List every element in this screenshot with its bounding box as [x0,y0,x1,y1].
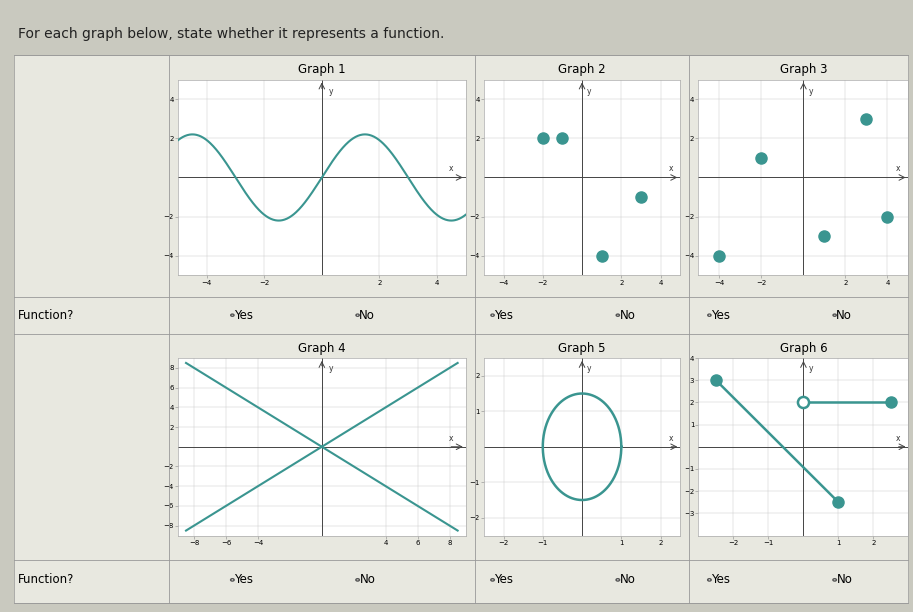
Text: Yes: Yes [711,308,730,322]
Text: Yes: Yes [234,573,253,586]
Text: Graph 3: Graph 3 [780,64,827,76]
Text: No: No [836,308,852,322]
Text: Function?: Function? [18,573,75,586]
Text: No: No [360,573,375,586]
Ellipse shape [708,579,711,581]
Text: x: x [448,163,453,173]
Text: y: y [329,88,333,96]
Text: Function?: Function? [18,308,75,322]
Text: x: x [668,433,673,442]
Text: Yes: Yes [494,573,513,586]
Text: y: y [329,364,333,373]
Text: x: x [896,163,900,173]
Text: No: No [836,573,853,586]
Text: y: y [809,88,813,96]
Text: x: x [448,433,453,442]
Text: Graph 6: Graph 6 [780,342,827,355]
Text: For each graph below, state whether it represents a function.: For each graph below, state whether it r… [18,27,445,40]
Text: No: No [620,573,635,586]
Text: y: y [809,364,813,373]
Text: Graph 2: Graph 2 [558,64,606,76]
Ellipse shape [492,315,493,316]
Text: Graph 5: Graph 5 [558,342,606,355]
Ellipse shape [231,579,234,581]
Ellipse shape [356,314,359,316]
Text: x: x [668,163,673,173]
Text: y: y [587,88,592,96]
Ellipse shape [357,315,359,316]
Text: No: No [619,308,635,322]
Text: x: x [896,433,900,442]
Text: y: y [587,364,592,373]
Ellipse shape [708,315,710,316]
Ellipse shape [616,579,620,581]
Text: Graph 1: Graph 1 [298,64,346,76]
Text: Graph 4: Graph 4 [298,342,346,355]
Ellipse shape [708,314,711,316]
Ellipse shape [491,314,494,316]
Text: Yes: Yes [494,308,513,322]
Text: Yes: Yes [711,573,730,586]
Text: No: No [359,308,375,322]
Text: Yes: Yes [234,308,253,322]
